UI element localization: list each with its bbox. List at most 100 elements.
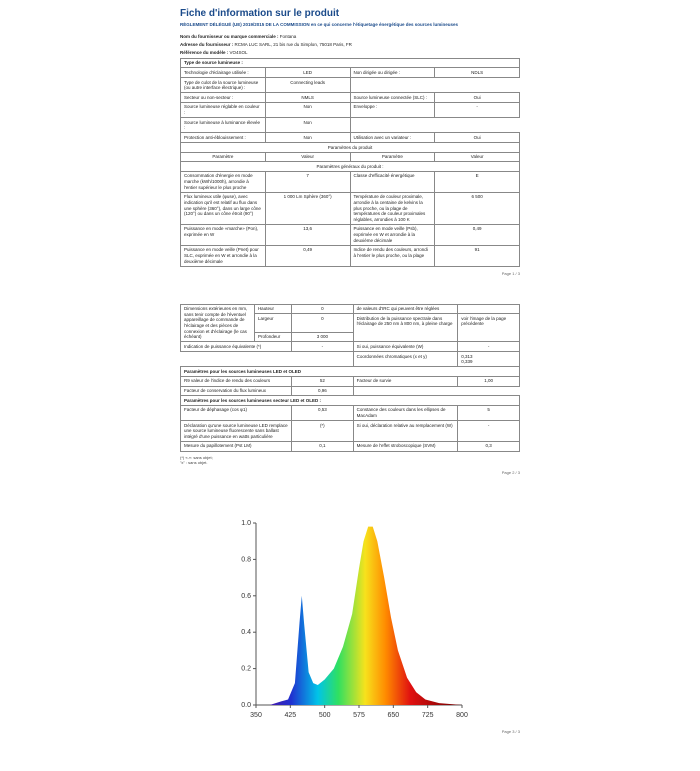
- c: [350, 78, 435, 93]
- c: Source lumineuse à luminance élevée :: [181, 118, 266, 133]
- c: Paramètre: [350, 152, 435, 162]
- model-value: VO4SOL: [230, 50, 248, 55]
- c: Non dirigée ou dirigée :: [350, 68, 435, 78]
- c: [353, 386, 458, 396]
- c: Non: [265, 118, 350, 133]
- address-row: Adresse du fournisseur : RCMA LUC SARL, …: [180, 42, 520, 47]
- c: Flux lumineux utile (φuse), avec indicat…: [181, 192, 266, 224]
- svg-text:725: 725: [422, 712, 434, 719]
- chart-svg: 0.00.20.40.60.81.0350425500575650725800: [230, 515, 470, 725]
- c: 52: [292, 376, 354, 386]
- c: Non: [265, 133, 350, 143]
- svg-text:650: 650: [387, 712, 399, 719]
- c: [458, 304, 520, 314]
- regulation-subtitle: RÈGLEMENT DÉLÉGUÉ (UE) 2019/2015 DE LA C…: [180, 22, 520, 28]
- c: Puissance en mode veille (Pnet) pour SLC…: [181, 245, 266, 266]
- page2-table: Dimensions extérieures en mm, sans tenir…: [180, 304, 520, 452]
- page-1: Fiche d'information sur le produit RÈGLE…: [180, 8, 520, 276]
- y: 0,339: [461, 359, 472, 364]
- c: -: [435, 102, 520, 117]
- svg-text:0.8: 0.8: [241, 556, 251, 563]
- c: Facteur de déphasage (cos φ1): [181, 405, 292, 420]
- c: (*): [292, 421, 354, 442]
- x: 0,313: [461, 354, 472, 359]
- gen-header: Paramètres généraux du produit :: [181, 162, 520, 172]
- c: -: [458, 342, 520, 352]
- svg-text:1.0: 1.0: [241, 520, 251, 527]
- c: Protection anti-éblouissement :: [181, 133, 266, 143]
- c: Mesure de l'effet stroboscopique (SVM): [353, 441, 458, 451]
- c: Si oui, puissance équivalente (W): [353, 342, 458, 352]
- c: Indice de rendu des couleurs, arrondi à …: [350, 245, 435, 266]
- supplier-label: Nom du fournisseur ou marque commerciale…: [180, 34, 279, 39]
- c: Connecting leads: [265, 78, 350, 93]
- foot2: "x" : sans objet.: [180, 460, 520, 466]
- type-table: Type de source lumineuse : Technologie d…: [180, 58, 520, 267]
- svg-text:0.6: 0.6: [241, 593, 251, 600]
- c: 0: [292, 304, 354, 314]
- c: Secteur ou non-secteur :: [181, 93, 266, 103]
- c: Si oui, déclaration relative au remplace…: [353, 421, 458, 442]
- c: Puissance en mode veille (Psb), exprimée…: [350, 224, 435, 245]
- c: Constance des couleurs dans les ellipses…: [353, 405, 458, 420]
- title: Fiche d'information sur le produit: [180, 8, 520, 19]
- c: Mesure du papillotement (Pst LM): [181, 441, 292, 451]
- c: Paramètre: [181, 152, 266, 162]
- address-value: RCMA LUC SARL, 21 bis rue du Simplon, 75…: [235, 42, 352, 47]
- c: Largeur: [254, 314, 291, 333]
- c: Valeur: [265, 152, 350, 162]
- c: -: [458, 421, 520, 442]
- c: Indication de puissance équivalente (*): [181, 342, 292, 352]
- page-2: Dimensions extérieures en mm, sans tenir…: [180, 304, 520, 475]
- led-header: Paramètres pour les sources lumineuses L…: [181, 367, 520, 377]
- footnotes: (*) «-»: sans objet; "x" : sans objet.: [180, 455, 520, 466]
- c: 13,6: [265, 224, 350, 245]
- spectral-chart: 0.00.20.40.60.81.0350425500575650725800: [230, 515, 470, 725]
- model-row: Référence du modèle : VO4SOL: [180, 50, 520, 55]
- c: NMLS: [265, 93, 350, 103]
- svg-text:800: 800: [456, 712, 468, 719]
- c: [458, 386, 520, 396]
- type-header: Type de source lumineuse :: [181, 58, 520, 68]
- c: Température de couleur proximale, arrond…: [350, 192, 435, 224]
- supplier-row: Nom du fournisseur ou marque commerciale…: [180, 34, 520, 39]
- c: Puissance en mode «marche» (Pon), exprim…: [181, 224, 266, 245]
- c: -: [292, 342, 354, 352]
- svg-text:0.2: 0.2: [241, 665, 251, 672]
- c: LED: [265, 68, 350, 78]
- c: Source lumineuse connectée (SLC) :: [350, 93, 435, 103]
- c: 0,3: [458, 441, 520, 451]
- c: Consommation d'énergie en mode marche (k…: [181, 171, 266, 192]
- svg-text:0.4: 0.4: [241, 629, 251, 636]
- c: 0,49: [435, 224, 520, 245]
- c: Source lumineuse réglable en couleur :: [181, 102, 266, 117]
- c: 5: [458, 405, 520, 420]
- page-num-3: Page 3 / 3: [180, 729, 520, 734]
- c: Non: [265, 102, 350, 117]
- svg-text:0.0: 0.0: [241, 702, 251, 709]
- c: 91: [435, 245, 520, 266]
- c: [350, 118, 435, 133]
- supplier-value: Fontana: [280, 34, 297, 39]
- c: Type de culot de la source lumineuse (ou…: [181, 78, 266, 93]
- svg-text:425: 425: [284, 712, 296, 719]
- c: Profondeur: [254, 332, 291, 342]
- c: Oui: [435, 133, 520, 143]
- svg-text:575: 575: [353, 712, 365, 719]
- page-num-2: Page 2 / 3: [180, 470, 520, 475]
- svg-text:500: 500: [319, 712, 331, 719]
- c: 3 000: [292, 332, 354, 342]
- c: Dimensions extérieures en mm, sans tenir…: [181, 304, 255, 342]
- model-label: Référence du modèle :: [180, 50, 228, 55]
- c: Technologie d'éclairage utilisée :: [181, 68, 266, 78]
- c: R9 valeur de l'indice de rendu des coule…: [181, 376, 292, 386]
- c: 0,49: [265, 245, 350, 266]
- c: de valeurs d'IRC qui peuvent être réglée…: [353, 304, 458, 314]
- page-num-1: Page 1 / 3: [180, 271, 520, 276]
- c: voir l'image de la page précédente: [458, 314, 520, 342]
- c: 0,96: [292, 386, 354, 396]
- c: E: [435, 171, 520, 192]
- c: Utilisation avec un variateur :: [350, 133, 435, 143]
- c: Classe d'efficacité énergétique: [350, 171, 435, 192]
- c: Déclaration qu'une source lumineuse LED …: [181, 421, 292, 442]
